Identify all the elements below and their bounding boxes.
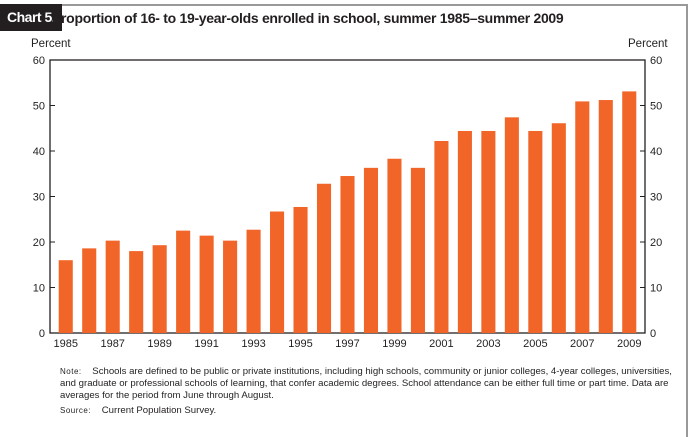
y-axis-label-right: Percent (628, 38, 668, 50)
y-tick-label-right: 30 (650, 192, 662, 204)
x-tick-label: 1993 (241, 338, 265, 350)
bar-1999 (387, 158, 402, 333)
y-tick-label-right: 20 (650, 237, 662, 249)
x-tick-label: 2007 (570, 338, 594, 350)
x-tick-label: 2009 (617, 338, 641, 350)
y-tick-label-left: 40 (33, 146, 45, 158)
bar-1997 (340, 176, 355, 333)
x-tick-label: 1989 (147, 338, 171, 350)
bar-1985 (58, 260, 73, 333)
x-tick-label: 2003 (476, 338, 500, 350)
bar-1996 (316, 183, 332, 333)
bar-2003 (481, 130, 496, 333)
bar-2007 (575, 101, 590, 333)
chart-note: Note: Schools are defined to be public o… (60, 366, 680, 402)
frame-border (0, 4, 688, 437)
x-tick-label: 1999 (382, 338, 406, 350)
x-tick-label: 1985 (53, 338, 77, 350)
bar-1986 (82, 248, 97, 333)
y-tick-label-right: 0 (650, 328, 656, 340)
bar-1995 (293, 206, 308, 333)
note-text: Schools are defined to be public or priv… (60, 366, 672, 401)
y-tick-label-left: 50 (33, 101, 45, 113)
y-tick-label-right: 50 (650, 101, 662, 113)
note-label: Note: (60, 367, 82, 376)
bar-2009 (622, 91, 637, 334)
bar-2001 (434, 140, 449, 333)
x-tick-label: 1997 (335, 338, 359, 350)
y-tick-label-left: 60 (33, 55, 45, 67)
y-tick-label-right: 40 (650, 146, 662, 158)
bar-2005 (528, 130, 543, 333)
bar-1988 (129, 251, 144, 333)
bar-2008 (598, 100, 613, 333)
x-tick-label: 1991 (194, 338, 218, 350)
y-tick-label-left: 20 (33, 237, 45, 249)
x-tick-label: 2005 (523, 338, 547, 350)
chart-source: Source: Current Population Survey. (60, 405, 216, 416)
bar-2006 (551, 123, 566, 334)
bar-2000 (410, 167, 425, 333)
bar-1993 (246, 229, 261, 333)
bar-1990 (176, 230, 191, 333)
chart-title: Proportion of 16- to 19-year-olds enroll… (52, 10, 564, 26)
y-axis-label-left: Percent (31, 38, 71, 50)
bar-2002 (457, 130, 472, 333)
bar-1992 (223, 240, 238, 333)
bar-2004 (504, 117, 519, 333)
source-text: Current Population Survey. (101, 405, 217, 416)
y-tick-label-right: 60 (650, 55, 662, 67)
bar-1998 (363, 167, 379, 333)
x-tick-label: 1987 (100, 338, 124, 350)
bar-1994 (270, 211, 285, 333)
y-tick-label-right: 10 (650, 283, 662, 295)
source-label: Source: (60, 406, 92, 415)
chart-number-label: Chart 5. (0, 4, 63, 31)
y-tick-label-left: 0 (39, 328, 45, 340)
bar-1987 (105, 240, 120, 333)
y-tick-label-left: 30 (33, 192, 45, 204)
bar-1989 (152, 245, 167, 333)
x-tick-label: 2001 (429, 338, 453, 350)
x-tick-label: 1995 (288, 338, 312, 350)
y-tick-label-left: 10 (33, 283, 45, 295)
bar-1991 (199, 235, 214, 333)
